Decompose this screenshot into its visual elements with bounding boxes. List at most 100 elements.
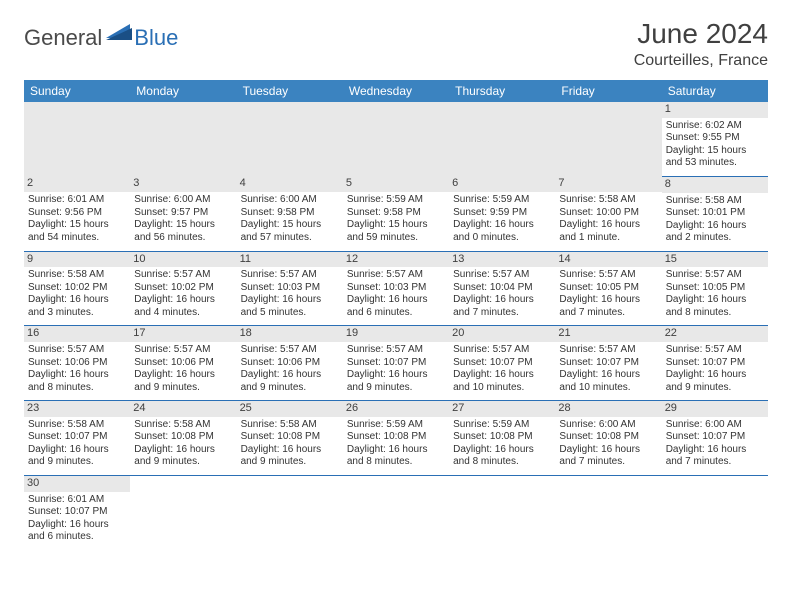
calendar-day-cell: 30Sunrise: 6:01 AMSunset: 10:07 PMDaylig…	[24, 475, 130, 549]
day-number: 8	[662, 177, 768, 193]
day-number: 29	[662, 401, 768, 417]
calendar-day-cell	[130, 102, 236, 176]
daylight-line: Daylight: 16 hours and 9 minutes.	[241, 369, 339, 394]
sunrise-line: Sunrise: 5:57 AM	[347, 269, 445, 282]
sunrise-line: Sunrise: 5:57 AM	[559, 344, 657, 357]
calendar-day-cell: 12Sunrise: 5:57 AMSunset: 10:03 PMDaylig…	[343, 251, 449, 326]
daylight-line: Daylight: 16 hours and 8 minutes.	[347, 444, 445, 469]
calendar-day-cell	[449, 475, 555, 549]
calendar-week-row: 9Sunrise: 5:58 AMSunset: 10:02 PMDayligh…	[24, 251, 768, 326]
sunrise-line: Sunrise: 5:58 AM	[28, 269, 126, 282]
sunset-line: Sunset: 9:56 PM	[28, 207, 126, 220]
sunrise-line: Sunrise: 5:58 AM	[559, 194, 657, 207]
logo: General Blue	[24, 24, 178, 51]
day-number: 18	[237, 326, 343, 342]
sunrise-line: Sunrise: 6:00 AM	[241, 194, 339, 207]
sunset-line: Sunset: 10:05 PM	[666, 282, 764, 295]
calendar-week-row: 16Sunrise: 5:57 AMSunset: 10:06 PMDaylig…	[24, 326, 768, 401]
sunset-line: Sunset: 9:57 PM	[134, 207, 232, 220]
day-number: 5	[343, 176, 449, 192]
daylight-line: Daylight: 16 hours and 3 minutes.	[28, 294, 126, 319]
sunrise-line: Sunrise: 5:58 AM	[134, 419, 232, 432]
day-number: 15	[662, 252, 768, 268]
weekday-header: Monday	[130, 80, 236, 102]
daylight-line: Daylight: 16 hours and 10 minutes.	[453, 369, 551, 394]
sunset-line: Sunset: 10:02 PM	[28, 282, 126, 295]
calendar-day-cell	[555, 102, 661, 176]
day-number: 23	[24, 401, 130, 417]
day-number: 21	[555, 326, 661, 342]
daylight-line: Daylight: 16 hours and 7 minutes.	[453, 294, 551, 319]
calendar-day-cell: 23Sunrise: 5:58 AMSunset: 10:07 PMDaylig…	[24, 401, 130, 476]
sunrise-line: Sunrise: 5:58 AM	[666, 195, 764, 208]
day-number: 11	[237, 252, 343, 268]
day-number: 16	[24, 326, 130, 342]
sunset-line: Sunset: 10:06 PM	[28, 357, 126, 370]
day-number: 4	[237, 176, 343, 192]
calendar-day-cell: 19 Sunrise: 5:57 AMSunset: 10:07 PMDaylig…	[343, 326, 449, 401]
sunset-line: Sunset: 10:04 PM	[453, 282, 551, 295]
sunset-line: Sunset: 10:07 PM	[559, 357, 657, 370]
calendar-day-cell: 2Sunrise: 6:01 AMSunset: 9:56 PMDaylight…	[24, 176, 130, 251]
daylight-line: Daylight: 16 hours and 9 minutes.	[134, 369, 232, 394]
calendar-header-row: Sunday Monday Tuesday Wednesday Thursday…	[24, 80, 768, 102]
logo-flag-icon	[106, 24, 132, 45]
daylight-line: Daylight: 16 hours and 5 minutes.	[241, 294, 339, 319]
daylight-line: Daylight: 15 hours and 57 minutes.	[241, 219, 339, 244]
day-number: 19	[343, 326, 449, 342]
calendar-day-cell: 8Sunrise: 5:58 AMSunset: 10:01 PMDayligh…	[662, 176, 768, 251]
weekday-header: Friday	[555, 80, 661, 102]
day-number: 2	[24, 176, 130, 192]
day-number: 25	[237, 401, 343, 417]
day-number: 1	[662, 102, 768, 118]
calendar-day-cell	[130, 475, 236, 549]
day-number: 9	[24, 252, 130, 268]
daylight-line: Daylight: 16 hours and 7 minutes.	[559, 444, 657, 469]
sunrise-line: Sunrise: 6:02 AM	[666, 120, 764, 133]
calendar-day-cell	[24, 102, 130, 176]
daylight-line: Daylight: 15 hours and 53 minutes.	[666, 145, 764, 170]
sunset-line: Sunset: 10:07 PM	[666, 431, 764, 444]
daylight-line: Daylight: 16 hours and 8 minutes.	[28, 369, 126, 394]
calendar-day-cell: 14Sunrise: 5:57 AMSunset: 10:05 PMDaylig…	[555, 251, 661, 326]
sunrise-line: Sunrise: 5:58 AM	[241, 419, 339, 432]
daylight-line: Daylight: 15 hours and 56 minutes.	[134, 219, 232, 244]
daylight-line: Daylight: 16 hours and 9 minutes.	[347, 369, 445, 394]
sunset-line: Sunset: 9:55 PM	[666, 132, 764, 145]
weekday-header: Sunday	[24, 80, 130, 102]
calendar-day-cell: 27Sunrise: 5:59 AMSunset: 10:08 PMDaylig…	[449, 401, 555, 476]
daylight-line: Daylight: 16 hours and 0 minutes.	[453, 219, 551, 244]
daylight-line: Daylight: 16 hours and 9 minutes.	[666, 369, 764, 394]
weekday-header: Wednesday	[343, 80, 449, 102]
sunset-line: Sunset: 10:05 PM	[559, 282, 657, 295]
calendar-day-cell: 25Sunrise: 5:58 AMSunset: 10:08 PMDaylig…	[237, 401, 343, 476]
sunrise-line: Sunrise: 5:59 AM	[347, 194, 445, 207]
sunrise-line: Sunrise: 5:58 AM	[28, 419, 126, 432]
day-number: 3	[130, 176, 236, 192]
sunset-line: Sunset: 10:08 PM	[347, 431, 445, 444]
sunset-line: Sunset: 10:06 PM	[134, 357, 232, 370]
day-number: 14	[555, 252, 661, 268]
sunset-line: Sunset: 10:08 PM	[134, 431, 232, 444]
day-number: 27	[449, 401, 555, 417]
sunset-line: Sunset: 10:07 PM	[666, 357, 764, 370]
sunrise-line: Sunrise: 5:59 AM	[347, 419, 445, 432]
sunset-line: Sunset: 10:07 PM	[347, 357, 445, 370]
logo-text-blue: Blue	[134, 25, 178, 51]
daylight-line: Daylight: 16 hours and 1 minute.	[559, 219, 657, 244]
calendar-day-cell: 5Sunrise: 5:59 AMSunset: 9:58 PMDaylight…	[343, 176, 449, 251]
calendar-day-cell	[343, 102, 449, 176]
calendar-day-cell: 1 Sunrise: 6:02 AMSunset: 9:55 PMDaylight…	[662, 102, 768, 176]
daylight-line: Daylight: 16 hours and 2 minutes.	[666, 220, 764, 245]
calendar-day-cell: 22Sunrise: 5:57 AMSunset: 10:07 PMDaylig…	[662, 326, 768, 401]
calendar-day-cell: 13Sunrise: 5:57 AMSunset: 10:04 PMDaylig…	[449, 251, 555, 326]
sunrise-line: Sunrise: 5:57 AM	[241, 269, 339, 282]
calendar-day-cell	[237, 102, 343, 176]
calendar-body: 1Sunrise: 6:02 AMSunset: 9:55 PMDaylight…	[24, 102, 768, 550]
day-number: 13	[449, 252, 555, 268]
sunset-line: Sunset: 10:07 PM	[453, 357, 551, 370]
calendar-day-cell: 29Sunrise: 6:00 AMSunset: 10:07 PMDaylig…	[662, 401, 768, 476]
sunrise-line: Sunrise: 5:57 AM	[347, 344, 445, 357]
sunset-line: Sunset: 10:06 PM	[241, 357, 339, 370]
sunset-line: Sunset: 10:03 PM	[241, 282, 339, 295]
